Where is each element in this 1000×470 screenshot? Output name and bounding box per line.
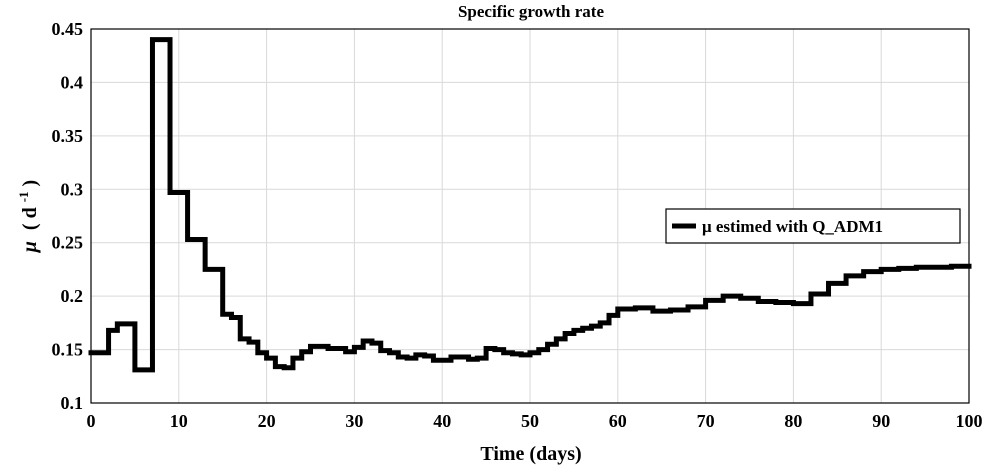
x-tick-label: 70 <box>697 411 715 431</box>
y-axis-unit-exponent: -1 <box>16 191 31 202</box>
y-tick-label: 0.3 <box>61 179 84 199</box>
legend: μ estimed with Q_ADM1 <box>665 208 961 244</box>
legend-box <box>665 208 961 244</box>
y-axis: 0.1 0.15 0.2 0.25 0.3 0.35 0.4 0.45 <box>52 19 84 413</box>
y-tick-label: 0.15 <box>52 340 84 360</box>
x-tick-label: 20 <box>258 411 276 431</box>
y-tick-label: 0.4 <box>61 72 84 92</box>
y-tick-label: 0.1 <box>61 393 84 413</box>
y-axis-unit: ( d <box>19 207 41 230</box>
y-tick-label: 0.45 <box>52 19 84 39</box>
chart-title: Specific growth rate <box>458 2 604 21</box>
x-tick-label: 90 <box>872 411 890 431</box>
plot-frame <box>90 28 970 404</box>
x-tick-label: 0 <box>87 411 96 431</box>
y-axis-label: μ ( d -1 ) <box>11 180 41 253</box>
x-axis: 0 10 20 30 40 50 60 70 80 90 100 <box>87 411 983 431</box>
x-tick-label: 50 <box>521 411 539 431</box>
x-tick-label: 100 <box>956 411 983 431</box>
x-tick-label: 10 <box>170 411 188 431</box>
y-axis-unit-close: ) <box>19 180 41 187</box>
series-line <box>88 37 972 373</box>
x-axis-label: Time (days) <box>480 443 581 465</box>
y-axis-symbol: μ <box>19 241 41 253</box>
x-tick-label: 30 <box>345 411 363 431</box>
x-tick-label: 60 <box>609 411 627 431</box>
y-tick-label: 0.2 <box>61 286 84 306</box>
x-tick-label: 40 <box>433 411 451 431</box>
y-tick-label: 0.35 <box>52 126 84 146</box>
legend-label: μ estimed with Q_ADM1 <box>702 217 883 236</box>
x-tick-label: 80 <box>784 411 802 431</box>
y-tick-label: 0.25 <box>52 233 84 253</box>
